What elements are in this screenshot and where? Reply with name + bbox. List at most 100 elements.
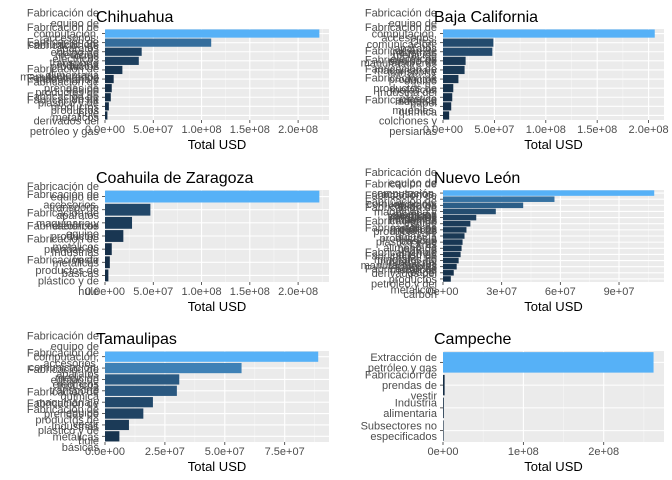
bar <box>443 196 555 202</box>
x-axis-title: Total USD <box>188 299 247 314</box>
bar <box>105 216 133 229</box>
x-tick-label: 0e+00 <box>428 446 459 458</box>
category-label: Industrias metálicas básicas <box>51 421 99 454</box>
category-label: Industrias metálicas básicas <box>51 247 99 280</box>
x-axis-title: Total USD <box>524 137 583 152</box>
panel-title: Tamaulipas <box>96 331 177 348</box>
bar <box>443 190 655 196</box>
category-label: Fabricación de accesorios, aparatos eléctri… <box>27 22 100 66</box>
bar <box>105 256 110 269</box>
category-label: Otras industrias manufactureras <box>361 36 438 69</box>
bar <box>443 374 445 396</box>
category-label: Fabricación de maquinaria y equipo <box>27 207 100 240</box>
category-label: Fabricación de prendas de vestir <box>27 73 99 106</box>
bar <box>443 74 459 84</box>
bar <box>443 257 459 264</box>
x-axis-title: Total USD <box>188 459 247 474</box>
bar <box>443 65 465 75</box>
category-label: Fabricación de accesorios, aparatos eléctri… <box>27 347 100 391</box>
category-label: Fabricación de productos derivados del petr… <box>365 247 438 301</box>
bar <box>443 233 465 239</box>
category-label: Industria química <box>395 213 438 236</box>
bar <box>105 65 123 75</box>
category-label: Fabricación de productos metálicos <box>365 64 438 97</box>
category-label: Fabricación de equipo de computación, comun… <box>27 8 99 62</box>
bar <box>443 47 493 56</box>
x-tick-label: 3e+07 <box>486 286 517 298</box>
panel-title: Nuevo León <box>434 170 520 187</box>
category-label: Industria del papel <box>377 256 437 279</box>
bar <box>105 93 111 102</box>
bar <box>105 374 180 385</box>
category-label: Fabricación de productos de plástico y de h… <box>27 77 99 121</box>
category-label: Fabricación de accesorios, aparatos eléctri… <box>27 189 100 233</box>
category-label: Fabricación de productos metálicos <box>365 202 438 235</box>
bar <box>443 29 655 38</box>
chart-panel-4: Fabricación de equipo de computación, comun… <box>361 167 664 314</box>
x-tick-label: 1.0e+08 <box>182 124 222 136</box>
category-label: Fabricación de equipo de transporte <box>365 45 437 78</box>
category-label: Fabricación de accesorios, aparatos eléctri… <box>365 178 438 222</box>
x-axis-title: Total USD <box>188 137 247 152</box>
x-tick-label: 1.0e+08 <box>526 124 566 136</box>
category-label: Fabricación de equipo de transporte <box>365 190 437 223</box>
bar <box>443 93 453 102</box>
category-label: Industrias metálicas básicas <box>389 214 437 247</box>
category-label: Fabricación de equipo de computación, comun… <box>365 8 437 62</box>
category-label: Fabricación de muebles, colchones y persian… <box>365 95 438 139</box>
bar <box>105 362 242 374</box>
x-tick-label: 0.0e+00 <box>85 124 125 136</box>
x-tick-label: 0.0e+00 <box>85 446 125 458</box>
x-tick-label: 2.0e+08 <box>278 286 318 298</box>
panel-title: Coahuila de Zaragoza <box>96 170 254 187</box>
x-tick-label: 5.0e+07 <box>205 446 245 458</box>
x-axis-title: Total USD <box>524 459 583 474</box>
chart-panel-2: Fabricación de equipo de computación, comun… <box>361 8 669 152</box>
category-label: Extracción de petróleo y gas <box>368 352 438 375</box>
bar <box>443 38 494 47</box>
bar <box>443 102 452 111</box>
bar <box>443 239 463 245</box>
bar <box>443 214 477 221</box>
bar <box>443 202 524 209</box>
category-label: Fabricación de productos metálicos <box>27 221 100 254</box>
category-label: Fabricación de equipo de transporte <box>27 364 99 397</box>
bar <box>443 56 466 65</box>
category-label: Industria del papel <box>377 87 437 110</box>
category-label: Industria alimentaria <box>383 232 438 255</box>
bar <box>105 56 139 65</box>
bar <box>105 38 212 47</box>
category-label: Fabricación de prendas de vestir <box>27 398 99 431</box>
category-label: Fabricación de productos de plástico y de h… <box>27 404 99 448</box>
bar <box>105 47 142 56</box>
category-label: Industria alimentaria <box>383 398 438 421</box>
x-tick-label: 1e+08 <box>508 446 539 458</box>
x-tick-label: 2e+08 <box>588 446 619 458</box>
bar <box>105 243 112 256</box>
chart-panel-1: Fabricación de equipo de computación, comun… <box>20 8 329 152</box>
category-label: Fabricación de maquinaria y equipo <box>365 196 438 229</box>
category-label: Fabricación de maquinaria y equipo <box>27 387 100 420</box>
bar <box>443 276 451 282</box>
x-tick-label: 1.5e+08 <box>230 124 270 136</box>
x-tick-label: 0.0e+00 <box>85 286 125 298</box>
bar <box>443 227 467 233</box>
category-label: Fabricación de productos derivados del petr… <box>27 95 100 139</box>
bar <box>443 352 654 373</box>
bar <box>105 203 151 216</box>
category-label: Fabricación de maquinaria y equipo <box>365 54 438 87</box>
x-tick-label: 1.0e+08 <box>182 286 222 298</box>
bar <box>105 29 320 38</box>
bar <box>105 408 144 419</box>
category-label: Industria química <box>395 96 438 119</box>
bar <box>105 74 114 84</box>
category-label: Fabricación de productos de plástico y de h… <box>365 215 437 259</box>
x-tick-label: 2.5e+07 <box>145 446 185 458</box>
category-label: Fabricación de productos a base de minerale… <box>365 222 438 276</box>
bar <box>443 84 454 93</box>
bar <box>105 419 129 431</box>
x-tick-label: 2.0e+08 <box>278 124 318 136</box>
bar <box>443 270 454 276</box>
bar <box>105 102 109 111</box>
